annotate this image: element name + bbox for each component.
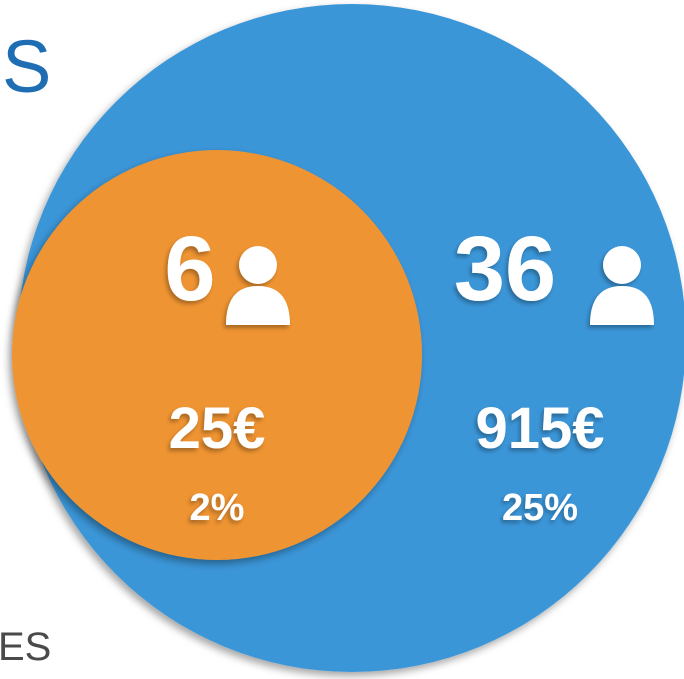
inner-circle: [12, 150, 422, 560]
amount: 25€: [169, 396, 266, 461]
person-icon: [590, 246, 654, 325]
share: 2%: [190, 487, 245, 529]
outer-group: 36 915€ 25%: [454, 218, 654, 529]
amount: 915€: [475, 396, 604, 461]
share: 25%: [502, 487, 578, 529]
count: 36: [454, 218, 556, 320]
heading-fragment: S: [2, 25, 51, 108]
count: 6: [164, 218, 215, 320]
inner-group: 6 25€ 2%: [164, 218, 290, 529]
footer-fragment: ES: [0, 625, 51, 669]
person-icon: [226, 246, 290, 325]
